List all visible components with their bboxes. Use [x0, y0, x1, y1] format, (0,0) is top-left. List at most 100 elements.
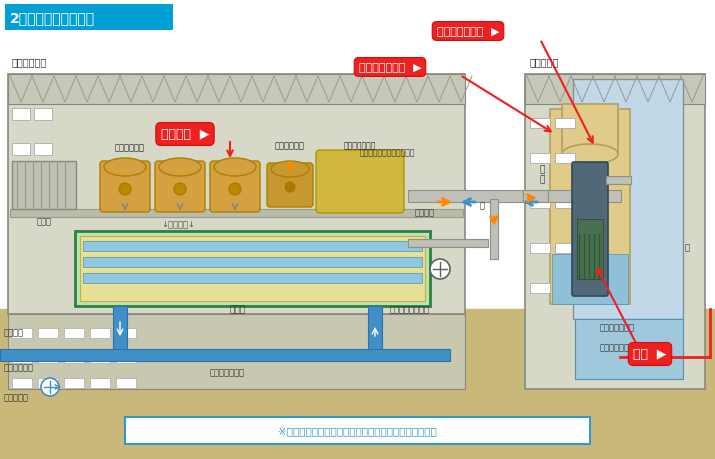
Bar — [12, 109, 30, 121]
Bar — [523, 190, 548, 202]
FancyBboxPatch shape — [210, 162, 260, 213]
Bar — [530, 119, 550, 129]
Text: 原子炉圧力容器  ▶: 原子炉圧力容器 ▶ — [437, 27, 499, 37]
Text: 燃料  ▶: 燃料 ▶ — [633, 348, 666, 361]
Bar — [550, 110, 630, 304]
Bar — [555, 243, 575, 253]
Ellipse shape — [214, 159, 256, 177]
Bar — [116, 353, 136, 363]
Bar — [523, 190, 621, 202]
Bar — [83, 241, 422, 252]
Bar — [90, 378, 110, 388]
Bar — [408, 240, 488, 247]
Circle shape — [430, 259, 450, 280]
Bar — [34, 109, 52, 121]
Text: 低圧タービン: 低圧タービン — [115, 143, 145, 151]
Text: 原子炉格納容器  ▶: 原子炉格納容器 ▶ — [359, 63, 421, 73]
Bar — [64, 378, 84, 388]
Bar — [10, 210, 463, 218]
Text: 放水口へ: 放水口へ — [4, 327, 24, 336]
Text: 蒸
気: 蒸 気 — [539, 165, 545, 185]
Bar — [116, 328, 136, 338]
FancyBboxPatch shape — [100, 162, 150, 213]
Bar — [552, 254, 628, 304]
Bar — [5, 5, 173, 31]
Ellipse shape — [562, 145, 618, 165]
Bar — [408, 190, 523, 202]
Bar — [64, 353, 84, 363]
Bar — [38, 328, 58, 338]
Bar — [113, 306, 127, 349]
Bar — [38, 353, 58, 363]
Bar — [525, 75, 705, 105]
Text: 原子炉内蔵型再循環ポンプ: 原子炉内蔵型再循環ポンプ — [360, 148, 415, 157]
Circle shape — [285, 183, 295, 193]
Bar — [530, 154, 550, 164]
Bar — [606, 177, 631, 185]
Bar — [8, 75, 465, 314]
Bar — [8, 314, 465, 389]
Bar — [80, 236, 425, 302]
Bar — [555, 119, 575, 129]
Text: ※マウスをかざすと主な設備仕様がご覧いただけます。: ※マウスをかざすと主な設備仕様がご覧いただけます。 — [278, 425, 437, 436]
Text: 制御棒駆動機構: 制御棒駆動機構 — [600, 342, 635, 351]
Text: 湿分分離加熱器: 湿分分離加熱器 — [344, 141, 376, 150]
Bar — [490, 200, 498, 259]
Text: 高圧タービン: 高圧タービン — [275, 141, 305, 150]
Text: 取水口から: 取水口から — [4, 392, 29, 401]
Bar — [90, 353, 110, 363]
Bar — [90, 328, 110, 338]
Bar — [525, 75, 705, 389]
Text: タービン  ▶: タービン ▶ — [161, 128, 209, 141]
Circle shape — [119, 184, 131, 196]
Bar — [38, 378, 58, 388]
Text: 発電機: 発電機 — [36, 217, 51, 226]
Ellipse shape — [104, 159, 146, 177]
Ellipse shape — [159, 159, 201, 177]
Circle shape — [41, 378, 59, 396]
Bar — [12, 328, 32, 338]
Bar — [577, 219, 603, 280]
Bar — [530, 243, 550, 253]
Text: 2号機主要施設断面図: 2号機主要施設断面図 — [10, 11, 95, 25]
Text: 原子炉建屋: 原子炉建屋 — [530, 57, 559, 67]
Bar — [12, 179, 30, 190]
Bar — [12, 353, 32, 363]
Ellipse shape — [271, 162, 309, 178]
Bar — [368, 306, 382, 349]
Bar — [573, 80, 683, 319]
Bar — [64, 328, 84, 338]
Bar — [8, 75, 465, 105]
Circle shape — [174, 184, 186, 196]
FancyBboxPatch shape — [155, 162, 205, 213]
Circle shape — [229, 184, 241, 196]
Text: 循環水ポンプ: 循環水ポンプ — [4, 362, 34, 371]
Text: 冷却水（海水）: 冷却水（海水） — [210, 367, 245, 376]
FancyBboxPatch shape — [316, 151, 404, 213]
Text: 圧力抑制プール: 圧力抑制プール — [600, 322, 635, 331]
Bar — [125, 417, 590, 444]
Bar — [75, 231, 430, 306]
Bar — [12, 162, 76, 210]
FancyBboxPatch shape — [267, 164, 313, 207]
Bar — [34, 144, 52, 156]
Text: 復水器: 復水器 — [230, 304, 246, 313]
Bar — [34, 179, 52, 190]
Text: 原子炉給水ポンプ: 原子炉給水ポンプ — [390, 304, 430, 313]
Text: 主蒸気管: 主蒸気管 — [415, 207, 435, 217]
Bar — [530, 283, 550, 293]
Bar — [83, 274, 422, 283]
Text: 水: 水 — [684, 242, 689, 252]
Bar — [0, 349, 450, 361]
Bar — [12, 378, 32, 388]
Bar — [83, 257, 422, 268]
Bar — [562, 105, 618, 155]
Bar — [555, 154, 575, 164]
Text: 水: 水 — [480, 201, 485, 210]
Text: タービン建屋: タービン建屋 — [12, 57, 47, 67]
FancyBboxPatch shape — [572, 162, 608, 297]
Bar — [530, 199, 550, 208]
Bar — [575, 319, 683, 379]
Bar — [555, 199, 575, 208]
Text: ↓　蒸気　↓: ↓ 蒸気 ↓ — [161, 219, 195, 229]
